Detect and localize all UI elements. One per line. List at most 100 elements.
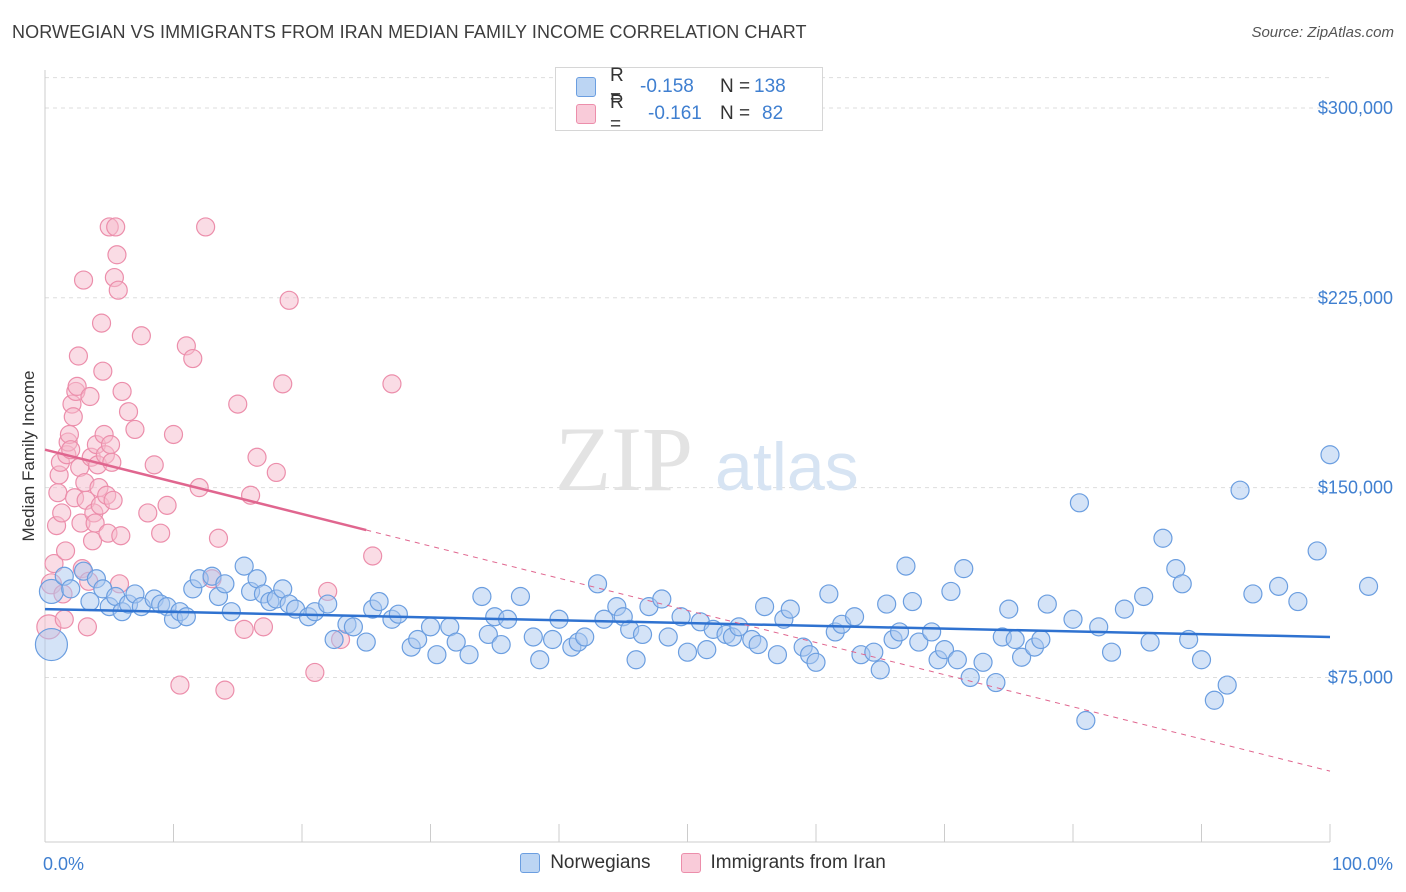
norwegian-point [1191, 650, 1212, 670]
norwegian-point [523, 627, 543, 647]
norwegian-point [478, 624, 498, 645]
norwegian-point [671, 607, 691, 627]
legend-n-label: N = [720, 103, 751, 124]
norwegian-trend-line [44, 607, 1331, 639]
legend-r-label: R = [610, 65, 624, 108]
legend-swatch-pink [576, 104, 596, 124]
norwegian-point [819, 584, 839, 604]
x-tick-marks [44, 824, 1331, 842]
legend-r-label: R = [610, 92, 624, 135]
norwegian-point [1204, 690, 1224, 710]
iran-point [55, 541, 76, 561]
iran-point [279, 290, 299, 310]
iran-trend-line-extrapolated [366, 529, 1331, 772]
norwegian-point [626, 650, 646, 670]
norwegian-point [1063, 609, 1083, 629]
series-legend-norwegians[interactable]: Norwegians [520, 852, 651, 874]
iran-point [112, 381, 132, 402]
series-legend: Norwegians Immigrants from Iran [0, 852, 1406, 874]
norwegian-point [1011, 647, 1032, 667]
series-legend-iran[interactable]: Immigrants from Iran [680, 852, 886, 874]
norwegian-point [1114, 599, 1135, 619]
norwegian-point [767, 645, 788, 665]
norwegian-point [806, 652, 826, 672]
legend-r-value: -0.161 [648, 103, 702, 124]
norwegian-point [947, 650, 967, 670]
norwegian-point [1288, 591, 1308, 612]
iran-point [77, 617, 98, 637]
norwegian-point [902, 591, 922, 612]
norwegian-point [594, 609, 614, 629]
legend-swatch-blue [576, 77, 596, 97]
norwegian-points [34, 445, 1379, 731]
iran-point [234, 619, 254, 639]
source-label: Source: ZipAtlas.com [1251, 24, 1394, 41]
norwegian-point [748, 634, 768, 655]
norwegian-point [697, 640, 717, 660]
y-tick-label: $150,000 [1318, 478, 1393, 498]
iran-point [305, 662, 325, 683]
norwegian-point [427, 645, 447, 665]
iran-point [111, 526, 131, 546]
norwegian-point [877, 594, 897, 614]
norwegian-point [369, 591, 389, 612]
iran-point [208, 528, 229, 548]
norwegian-point [318, 594, 338, 614]
legend-row-norwegians: R = -0.158 N = 138 [576, 65, 786, 108]
iran-point [228, 394, 248, 414]
iran-point [73, 270, 94, 290]
norwegian-point [1069, 493, 1090, 513]
norwegian-point [954, 559, 974, 579]
norwegian-point [986, 672, 1006, 693]
norwegian-point [941, 581, 961, 602]
iran-point [107, 245, 127, 265]
series-swatch-blue [520, 853, 541, 873]
norwegian-point [909, 632, 929, 652]
iran-point [266, 462, 286, 483]
norwegian-point [61, 579, 81, 599]
norwegian-point [754, 597, 775, 617]
watermark: ZIP atlas [555, 408, 859, 510]
norwegian-point [1101, 642, 1122, 662]
iran-point [157, 495, 177, 515]
grid-lines [45, 77, 1330, 678]
norwegian-point [1076, 710, 1096, 731]
correlation-legend: R = -0.158 N = 138 R = -0.161 N = 82 [555, 65, 823, 135]
norwegian-point [922, 622, 942, 642]
chart-title: NORWEGIAN VS IMMIGRANTS FROM IRAN MEDIAN… [12, 22, 807, 42]
norwegian-point [542, 629, 563, 650]
norwegian-point [889, 622, 910, 642]
norwegian-point [1230, 480, 1250, 500]
norwegian-point [408, 629, 428, 650]
iran-point [93, 361, 113, 381]
norwegian-point [221, 602, 241, 622]
series-label-iran: Immigrants from Iran [710, 852, 886, 873]
norwegian-point [1268, 576, 1289, 596]
norwegian-point [356, 632, 376, 652]
series-label-norwegians: Norwegians [550, 852, 651, 873]
norwegian-point [1031, 629, 1051, 650]
norwegian-point [864, 642, 884, 662]
watermark-zip: ZIP [555, 408, 693, 510]
x-tick-label-min: 0.0% [43, 854, 84, 874]
norwegian-point [870, 660, 890, 680]
iran-point [54, 609, 74, 629]
iran-point [52, 503, 72, 523]
watermark-atlas: atlas [715, 429, 859, 505]
iran-trend-line [44, 448, 367, 532]
norwegian-point [934, 640, 955, 660]
norwegian-point [973, 652, 993, 672]
norwegian-point [446, 632, 466, 652]
norwegian-point [677, 642, 698, 662]
iran-point [363, 546, 383, 566]
iran-point [196, 217, 216, 237]
iran-point [125, 419, 145, 440]
legend-n-label: N = [720, 76, 751, 97]
legend-n-value: 138 [754, 76, 786, 97]
norwegian-point [459, 645, 479, 665]
iran-point [183, 348, 203, 369]
y-tick-label: $225,000 [1318, 288, 1393, 308]
iran-point [273, 374, 293, 394]
iran-point [131, 326, 151, 346]
